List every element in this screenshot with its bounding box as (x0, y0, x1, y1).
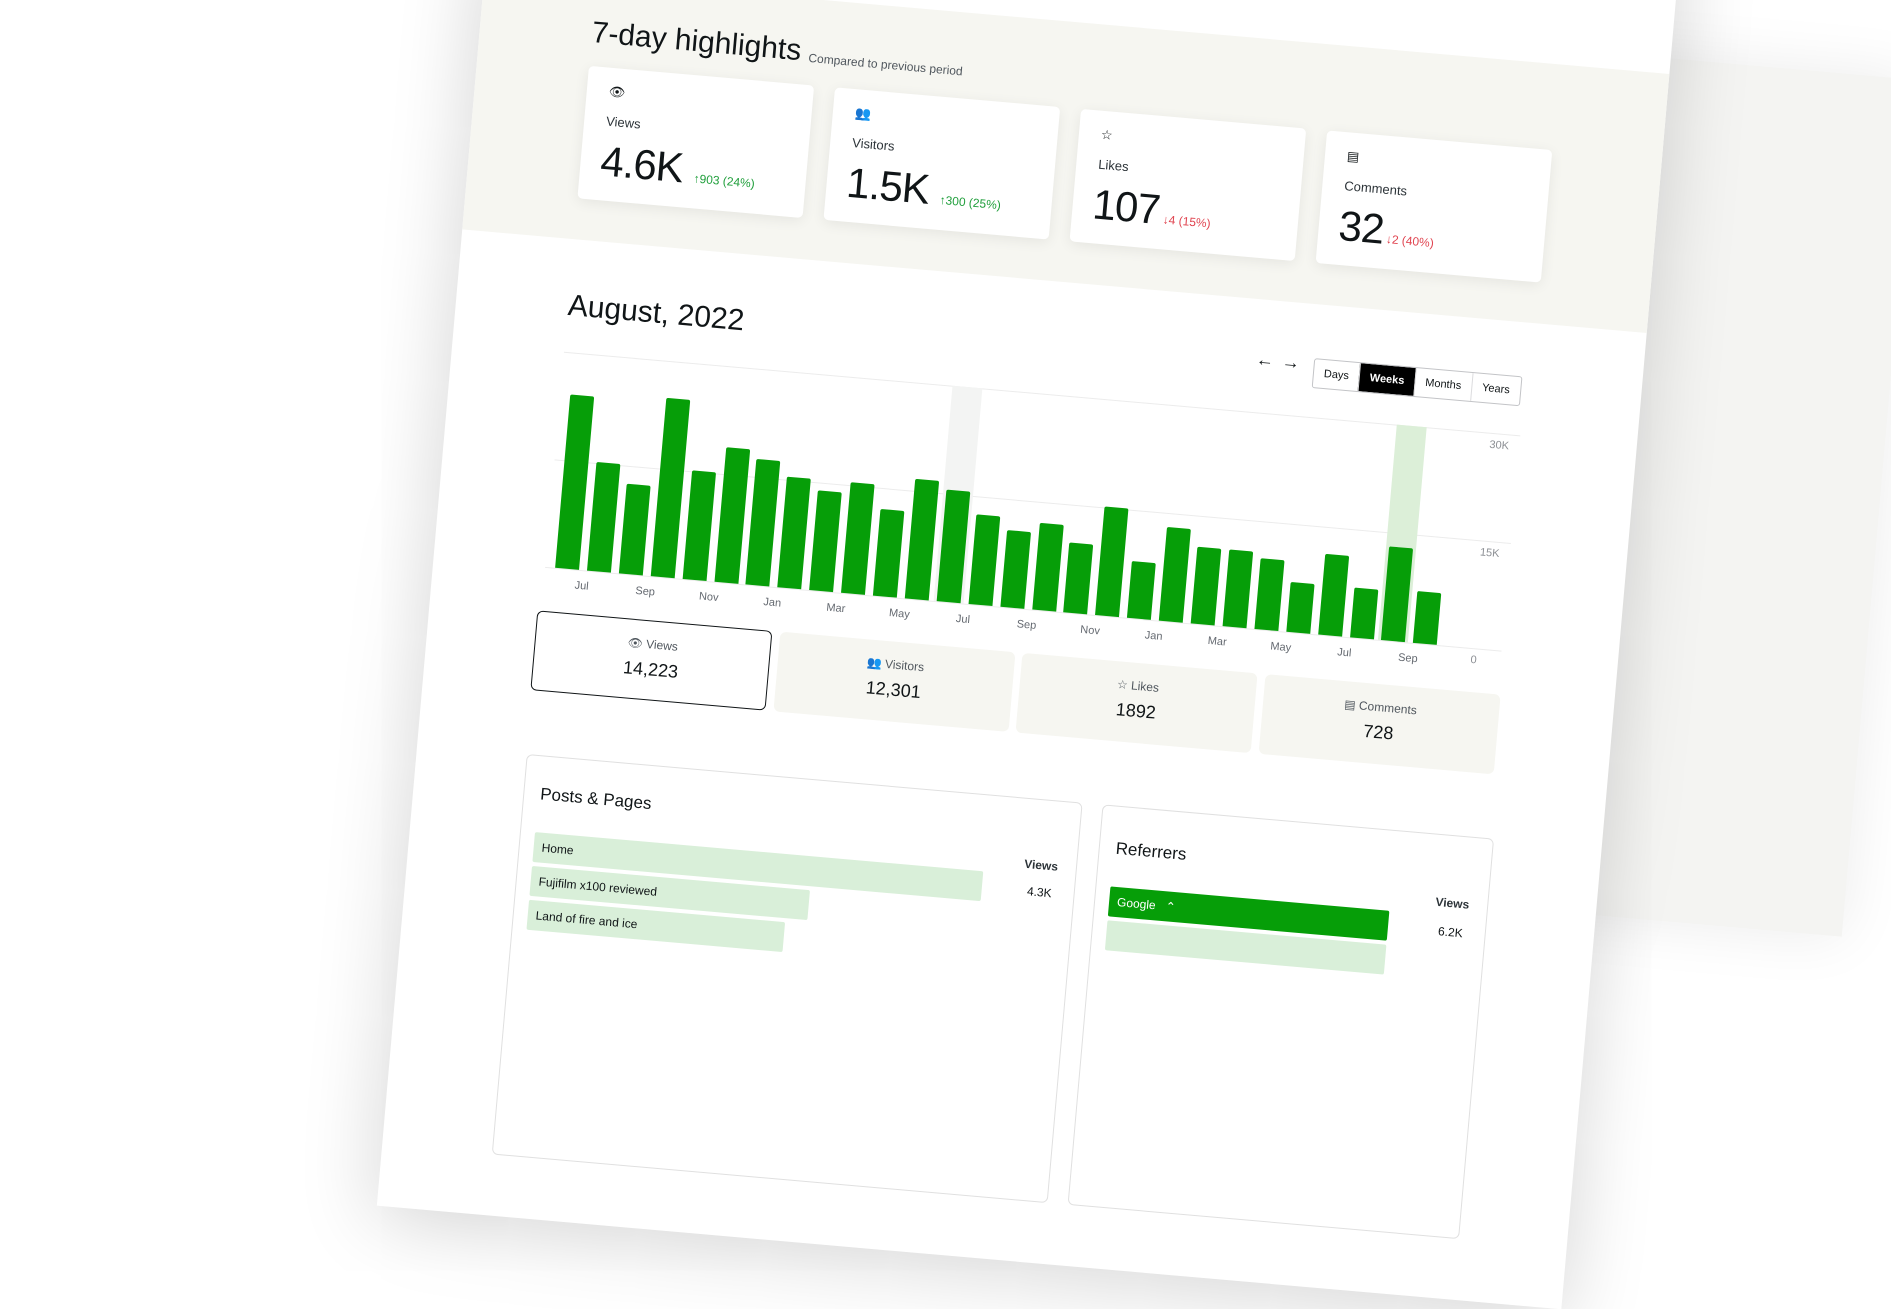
highlight-label: Visitors (851, 135, 896, 154)
period-years-button[interactable]: Years (1469, 372, 1521, 406)
referrers-title: Referrers (1114, 838, 1188, 864)
highlight-value: 1.5K (844, 158, 931, 213)
tab-label: Likes (1130, 678, 1160, 695)
bar[interactable] (1286, 581, 1315, 634)
highlight-card-likes: ☆ Likes 107 ↓4 (15%) (1069, 108, 1307, 262)
y-tick-label: 30K (1488, 438, 1510, 453)
y-tick-label: 15K (1479, 546, 1501, 561)
referrer-views: 6.2K (1437, 924, 1464, 941)
star-icon: ☆ (1116, 677, 1129, 693)
referrers-panel: Referrers Views Google ⌃ 6.2K (1067, 804, 1495, 1240)
people-icon: 👥 (854, 105, 872, 122)
post-title: Fujifilm x100 reviewed (538, 874, 658, 899)
highlight-card-visitors: 👥 Visitors 1.5K ↑300 (25%) (823, 87, 1061, 240)
highlight-label: Comments (1343, 178, 1408, 199)
highlight-label: Views (605, 113, 642, 132)
highlight-delta: ↑300 (25%) (939, 192, 1002, 213)
period-months-button[interactable]: Months (1413, 368, 1473, 401)
referrer-label: Google ⌃ (1117, 895, 1177, 914)
tab-label: Comments (1358, 698, 1418, 718)
next-period-button[interactable]: → (1281, 351, 1301, 373)
tab-label: Visitors (884, 656, 925, 675)
referrers-views-header: Views (1434, 894, 1470, 912)
arrow-right-icon: → (1281, 351, 1301, 373)
chevron-up-icon[interactable]: ⌃ (1165, 899, 1177, 915)
period-days-button[interactable]: Days (1323, 368, 1350, 383)
eye-icon: 👁 (627, 635, 644, 651)
bar[interactable] (1413, 591, 1442, 645)
referrer-name: Google (1116, 895, 1157, 913)
bar[interactable] (1349, 587, 1378, 640)
posts-pages-title: Posts & Pages (539, 784, 653, 814)
post-title: Land of fire and ice (535, 908, 639, 932)
previous-period-button[interactable]: ← (1255, 349, 1275, 371)
y-tick-label: 0 (1470, 653, 1478, 667)
highlight-delta: ↑903 (24%) (692, 171, 756, 191)
highlight-delta: ↓2 (40%) (1385, 231, 1435, 251)
highlight-card-views: 👁 Views 4.6K ↑903 (24%) (577, 65, 815, 219)
star-icon: ☆ (1100, 126, 1114, 143)
arrow-left-icon: ← (1255, 349, 1275, 371)
people-icon: 👥 (866, 655, 883, 671)
highlight-value: 32 (1336, 201, 1386, 253)
posts-views-header: Views (1023, 856, 1059, 874)
post-title: Home (541, 840, 575, 858)
eye-icon: 👁 (608, 83, 626, 101)
post-views: 4.3K (1026, 884, 1053, 901)
highlight-value: 107 (1090, 180, 1162, 234)
comment-icon: ▤ (1346, 148, 1360, 165)
highlight-delta: ↓4 (15%) (1162, 212, 1212, 231)
tab-label: Views (645, 637, 679, 654)
highlight-card-comments: ▤ Comments 32 ↓2 (40%) (1315, 130, 1553, 283)
period-weeks-button[interactable]: Weeks (1357, 363, 1416, 396)
posts-pages-panel: Posts & Pages Views Home 4.3K Fujifilm x10… (491, 754, 1083, 1204)
highlight-value: 4.6K (598, 137, 685, 192)
highlight-label: Likes (1097, 156, 1130, 175)
comment-icon: ▤ (1343, 697, 1357, 713)
